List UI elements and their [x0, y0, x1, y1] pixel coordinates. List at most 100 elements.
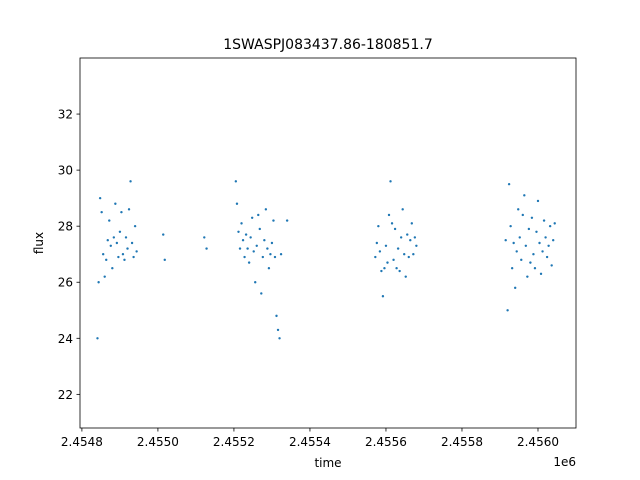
data-point [517, 208, 520, 211]
data-point [273, 255, 277, 259]
data-point [504, 239, 507, 242]
data-point [124, 236, 128, 239]
data-point [257, 213, 260, 217]
data-point [127, 208, 131, 211]
data-point [507, 182, 511, 186]
data-point [530, 216, 534, 219]
data-point [399, 236, 403, 239]
data-point [374, 255, 377, 259]
data-point [512, 241, 515, 245]
data-point [539, 272, 543, 276]
data-point [114, 202, 117, 205]
data-point [260, 292, 263, 295]
data-point [384, 244, 388, 247]
data-point [396, 247, 400, 250]
data-point [380, 269, 383, 273]
data-point [120, 210, 123, 214]
data-point [383, 267, 386, 270]
data-point [545, 255, 549, 259]
data-point [117, 255, 120, 259]
data-point [510, 267, 514, 270]
data-point [237, 230, 240, 233]
data-point [398, 269, 401, 273]
x-tick-label: 2.4556 [365, 435, 407, 449]
data-point [515, 250, 518, 253]
data-point [389, 180, 392, 183]
data-point [263, 239, 266, 242]
data-point [377, 224, 380, 228]
data-point [103, 275, 106, 278]
data-point [409, 239, 412, 242]
data-point [270, 241, 274, 245]
data-point [524, 244, 528, 247]
data-point [375, 241, 379, 245]
chart-title: 1SWASPJ083437.86-180851.7 [223, 37, 432, 53]
y-tick-label: 26 [58, 276, 73, 290]
data-point [285, 219, 289, 222]
data-point [544, 236, 547, 239]
data-point [100, 210, 103, 214]
data-point [415, 244, 418, 247]
data-point [258, 227, 261, 231]
data-point [130, 241, 134, 245]
data-point [509, 224, 512, 228]
data-point [247, 261, 251, 264]
y-axis-ticks: 22 24 26 28 30 32 [58, 108, 80, 402]
data-point [261, 255, 265, 259]
data-point [118, 230, 122, 233]
data-point [406, 233, 409, 236]
data-point [542, 219, 546, 222]
data-point [203, 236, 206, 239]
data-point [392, 258, 395, 262]
x-tick-label: 2.4560 [517, 435, 559, 449]
data-point [520, 258, 523, 262]
x-tick-label: 2.4550 [137, 435, 179, 449]
data-point [506, 309, 509, 312]
data-point [378, 250, 382, 253]
data-point [205, 247, 208, 250]
data-point [532, 253, 535, 256]
x-tick-label: 2.4552 [213, 435, 255, 449]
data-point [126, 247, 129, 250]
x-axis-ticks: 2.4548 2.4550 2.4552 2.4554 2.4556 2.4558 2.45… [61, 428, 559, 449]
data-point [235, 202, 239, 205]
data-point [278, 337, 281, 340]
data-point [101, 253, 105, 256]
plot-frame [79, 57, 577, 429]
x-axis-label: time [314, 456, 341, 470]
data-point [527, 227, 531, 231]
data-point [96, 337, 99, 340]
data-point [108, 219, 111, 222]
scatter-points [96, 180, 556, 340]
data-point [264, 208, 268, 211]
data-point [135, 250, 138, 253]
data-point [238, 247, 242, 250]
data-point [106, 239, 109, 242]
data-point [403, 253, 406, 256]
data-point [112, 236, 116, 239]
data-point [111, 267, 114, 270]
data-point [401, 208, 404, 211]
y-tick-label: 22 [58, 388, 73, 402]
data-point [413, 236, 417, 239]
data-point [163, 258, 166, 262]
data-point [243, 255, 246, 259]
data-point [98, 196, 102, 200]
data-point [255, 244, 258, 247]
y-axis-label: flux [32, 232, 46, 254]
data-point [97, 281, 100, 284]
data-point [249, 236, 252, 239]
data-point [254, 281, 257, 284]
data-point [526, 275, 529, 278]
data-point [386, 261, 389, 264]
data-point [541, 250, 544, 253]
data-point [535, 230, 538, 233]
data-point [105, 258, 108, 262]
data-point [272, 219, 275, 222]
data-point [521, 213, 524, 217]
data-point [129, 180, 132, 183]
data-point [518, 236, 521, 239]
data-point [412, 253, 415, 256]
data-point [536, 199, 540, 203]
